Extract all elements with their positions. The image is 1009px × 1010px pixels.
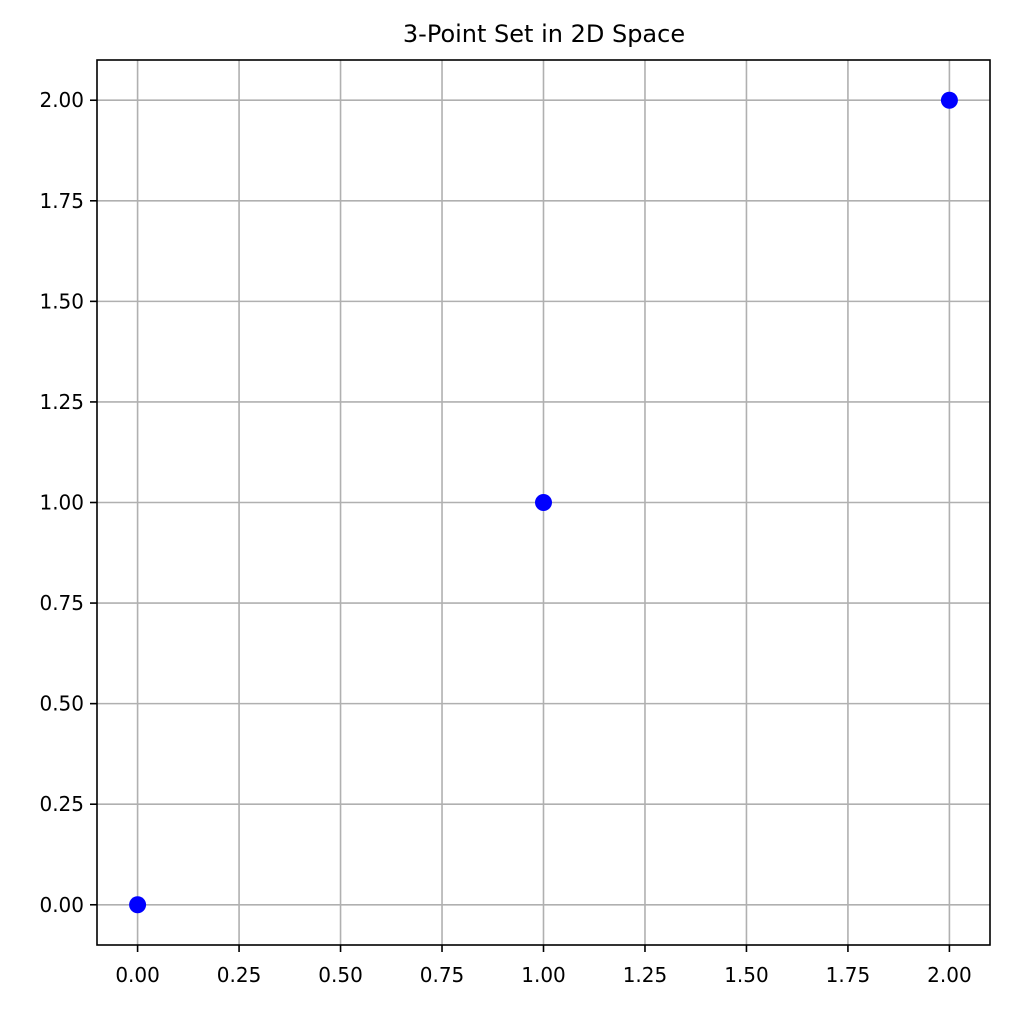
ticks: 0.00 0.25 0.50 0.75 1.00 1.25 1.50 1.75 2.00 0.00… [39, 88, 971, 987]
x-tick-label: 0.50 [318, 963, 363, 987]
y-tick-label: 0.25 [39, 792, 84, 816]
data-point [940, 91, 958, 109]
data-points [129, 91, 958, 914]
x-tick-label: 1.75 [826, 963, 871, 987]
x-tick-label: 2.00 [927, 963, 972, 987]
y-tick-label: 1.00 [39, 491, 84, 515]
x-tick-label: 1.50 [724, 963, 769, 987]
y-tick-label: 0.00 [39, 893, 84, 917]
y-tick-label: 1.75 [39, 189, 84, 213]
data-point [129, 896, 147, 914]
y-tick-label: 1.50 [39, 289, 84, 313]
y-tick-label: 0.50 [39, 692, 84, 716]
x-tick-label: 0.75 [420, 963, 465, 987]
x-tick-label: 1.25 [623, 963, 668, 987]
x-tick-label: 0.00 [115, 963, 160, 987]
x-tick-label: 0.25 [217, 963, 262, 987]
y-tick-label: 1.25 [39, 390, 84, 414]
x-tick-label: 1.00 [521, 963, 566, 987]
chart-title: 3-Point Set in 2D Space [403, 20, 685, 48]
y-tick-label: 0.75 [39, 591, 84, 615]
y-tick-label: 2.00 [39, 88, 84, 112]
data-point [535, 494, 552, 511]
